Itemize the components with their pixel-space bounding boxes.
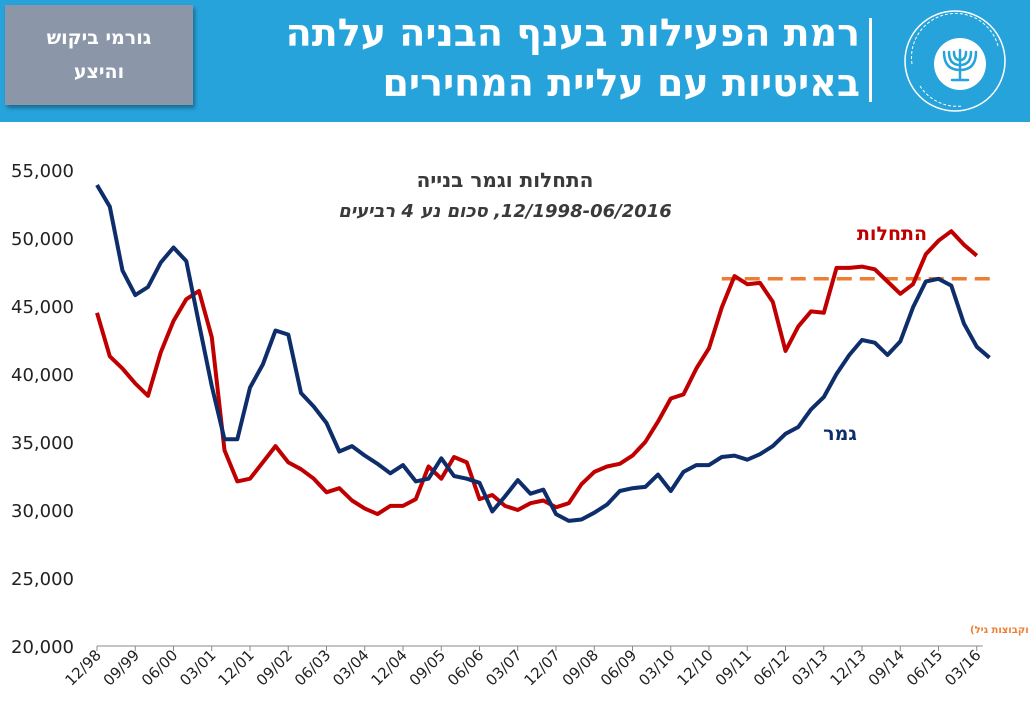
series-line-starts — [95, 229, 979, 517]
header-banner: גורמי ביקוש והיצע רמת הפעילות בענף הבניה… — [0, 0, 1030, 122]
series-line-completions — [95, 183, 991, 523]
y-tick-label: 45,000 — [11, 297, 74, 318]
x-tick-label: 12/10 — [674, 646, 717, 689]
x-tick-label: 06/12 — [750, 646, 793, 689]
x-tick-label: 06/00 — [138, 646, 181, 689]
y-tick-label: 55,000 — [11, 161, 74, 182]
y-tick-label: 25,000 — [11, 569, 74, 590]
x-tick-label: 03/16 — [941, 646, 984, 689]
x-tick-label: 06/09 — [597, 646, 640, 689]
y-tick-label: 20,000 — [11, 637, 74, 658]
chart-title: התחלות וגמר בנייה — [417, 168, 594, 192]
y-tick-label: 40,000 — [11, 365, 74, 386]
x-tick-label: 03/13 — [788, 646, 831, 689]
x-tick-label: 12/04 — [368, 646, 411, 689]
header-divider — [869, 18, 872, 102]
chart-subtitle: 12/1998-06/2016, סכום נע 4 רביעים — [338, 201, 672, 222]
x-tick-label: 12/01 — [215, 646, 258, 689]
chart-footnote: * אומדן לצורך הדמוגרפי. חושב על בסיס עבו… — [970, 625, 1030, 636]
y-axis: 20,000 25,000 30,000 35,000 40,000 45,000 50,0… — [11, 161, 74, 658]
x-tick-label: 06/15 — [903, 646, 946, 689]
page-title-line1: רמת הפעילות בענף הבניה עלתה — [285, 11, 860, 55]
x-tick-label: 09/08 — [559, 646, 602, 689]
section-tag-line1: גורמי ביקוש — [46, 27, 152, 49]
x-tick-label: 03/10 — [635, 646, 678, 689]
construction-chart: 20,000 25,000 30,000 35,000 40,000 45,000 50,0… — [11, 161, 1030, 689]
series-label-starts: התחלות — [857, 223, 927, 245]
x-tick-label: 06/03 — [291, 646, 334, 689]
page-title: רמת הפעילות בענף הבניה עלתה באיטיות עם ע… — [260, 8, 860, 108]
y-tick-label: 30,000 — [11, 501, 74, 522]
page-title-line2: באיטיות עם עליית המחירים — [382, 61, 860, 105]
x-tick-label: 09/14 — [865, 646, 908, 689]
section-tag-line2: והיצע — [73, 61, 125, 83]
x-tick-label: 03/04 — [329, 646, 372, 689]
section-tag: גורמי ביקוש והיצע — [5, 5, 193, 105]
x-axis: 12/9809/9906/0003/0112/0109/0206/0303/04… — [62, 645, 985, 689]
x-tick-label: 09/99 — [100, 646, 143, 689]
x-tick-label: 09/05 — [406, 646, 449, 689]
y-tick-label: 50,000 — [11, 229, 74, 250]
y-tick-label: 35,000 — [11, 433, 74, 454]
series-label-completions: גמר — [823, 423, 857, 445]
x-tick-label: 06/06 — [444, 646, 487, 689]
x-tick-label: 09/11 — [712, 646, 755, 689]
x-tick-label: 12/07 — [521, 646, 564, 689]
x-tick-label: 09/02 — [253, 646, 296, 689]
x-tick-label: 03/07 — [482, 646, 525, 689]
bank-of-israel-logo — [904, 10, 1006, 112]
x-tick-label: 12/13 — [827, 646, 870, 689]
x-tick-label: 03/01 — [176, 646, 219, 689]
